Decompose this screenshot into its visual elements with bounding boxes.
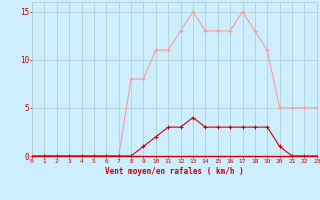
X-axis label: Vent moyen/en rafales ( km/h ): Vent moyen/en rafales ( km/h ): [105, 167, 244, 176]
